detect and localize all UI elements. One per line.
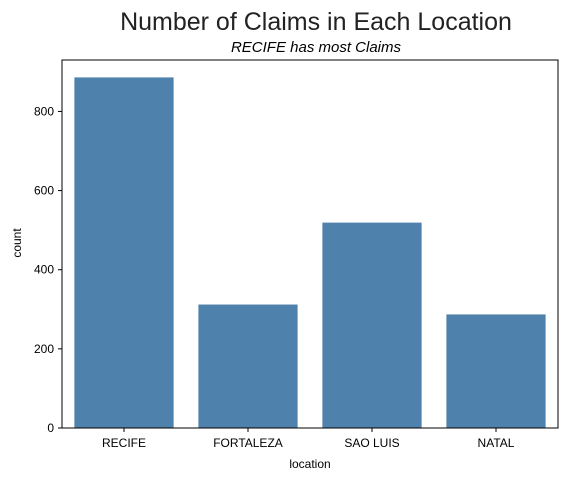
bar-sao-luis	[322, 222, 422, 428]
chart-title: Number of Claims in Each Location	[120, 8, 512, 36]
y-axis: 0 200 400 600 800	[34, 104, 62, 435]
bar-fortaleza	[198, 304, 298, 428]
x-axis: RECIFE FORTALEZA SAO LUIS NATAL	[102, 428, 515, 450]
x-tick-label: FORTALEZA	[213, 436, 283, 450]
bars-group	[74, 77, 546, 428]
y-tick-label: 400	[34, 263, 54, 277]
y-tick-label: 200	[34, 342, 54, 356]
x-axis-label: location	[289, 457, 330, 471]
x-tick-label: SAO LUIS	[344, 436, 399, 450]
bar-recife	[74, 77, 174, 428]
plot-frame	[61, 59, 559, 429]
y-tick-label: 800	[34, 104, 54, 118]
chart-subtitle: RECIFE has most Claims	[231, 39, 402, 56]
y-tick-label: 0	[47, 421, 54, 435]
y-tick-label: 600	[34, 184, 54, 198]
y-axis-label: count	[10, 228, 24, 258]
bar-natal	[446, 314, 546, 428]
x-tick-label: RECIFE	[102, 436, 146, 450]
x-tick-label: NATAL	[478, 436, 515, 450]
